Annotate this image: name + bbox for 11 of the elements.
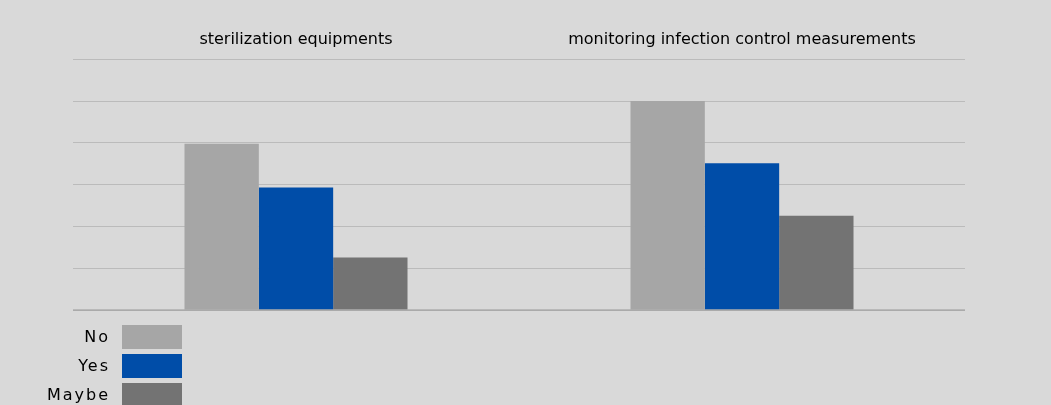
bar (630, 101, 705, 310)
legend-label: No (83, 327, 110, 346)
x-tick-label: monitoring infection control measurements (568, 28, 916, 48)
bar (258, 187, 334, 310)
bar (184, 143, 259, 310)
bar (333, 257, 408, 310)
legend-label: Maybe (45, 385, 110, 404)
legend-label: Yes (77, 356, 110, 375)
bar (779, 215, 854, 310)
bar (704, 163, 780, 310)
x-tick-label: sterilization equipments (199, 28, 393, 48)
